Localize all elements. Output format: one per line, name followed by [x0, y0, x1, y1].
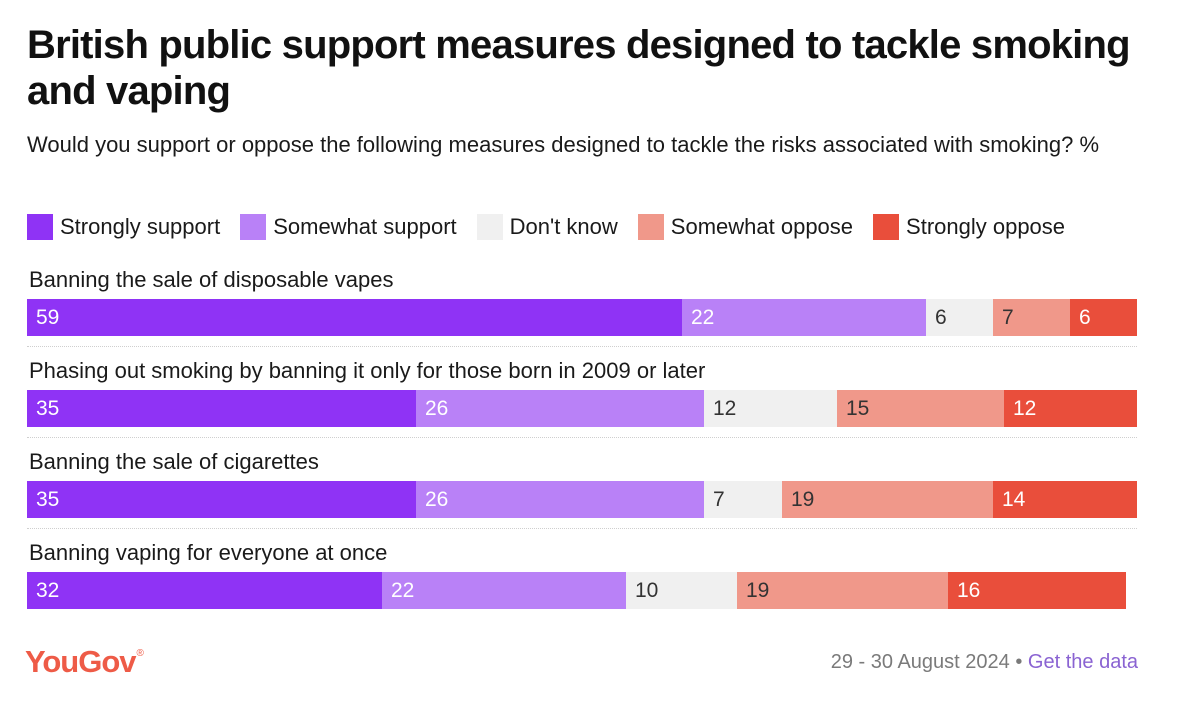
bar-segment-strongly-support: 35 [27, 481, 416, 518]
bar-segment-strongly-oppose: 6 [1070, 299, 1137, 336]
stacked-bar: 35 26 7 19 14 [27, 481, 1137, 518]
data-label: 22 [691, 306, 715, 329]
data-label: 15 [846, 397, 870, 420]
footer-separator: • [1015, 651, 1023, 673]
get-the-data-link[interactable]: Get the data [1027, 651, 1138, 673]
data-label: 35 [36, 397, 60, 420]
brand-name: YouGov [25, 644, 137, 679]
chart-footer: 29 - 30 August 2024 • Get the data [831, 651, 1138, 674]
bar-segment-somewhat-oppose: 7 [993, 299, 1070, 336]
chart-title: British public support measures designed… [27, 23, 1131, 113]
legend-label: Don't know [509, 214, 618, 239]
legend-label: Strongly support [60, 214, 221, 239]
bar-segment-don-t-know: 6 [926, 299, 993, 336]
row-divider [27, 346, 1137, 347]
data-label: 32 [36, 579, 60, 602]
category-label: Banning the sale of cigarettes [29, 449, 319, 474]
survey-date: 29 - 30 August 2024 [830, 651, 1010, 673]
bar-segment-somewhat-support: 26 [416, 390, 704, 427]
data-label: 12 [1013, 397, 1037, 420]
data-label: 16 [957, 579, 981, 602]
bar-segment-strongly-support: 59 [27, 299, 682, 336]
bar-segment-somewhat-support: 22 [682, 299, 926, 336]
stacked-bar: 59 22 6 7 6 [27, 299, 1137, 336]
legend-item-somewhat-support: Somewhat support [240, 214, 457, 240]
bar-segment-don-t-know: 7 [704, 481, 782, 518]
chart-subtitle: Would you support or oppose the followin… [27, 132, 1100, 157]
legend-item-strongly-oppose: Strongly oppose [873, 214, 1065, 240]
data-label: 7 [1002, 306, 1014, 329]
bar-row: Banning the sale of cigarettes 35 26 7 19 14 [27, 444, 1137, 535]
legend-item-strongly-support: Strongly support [27, 214, 220, 240]
legend-item-don-t-know: Don't know [476, 214, 618, 240]
bar-segment-somewhat-oppose: 19 [782, 481, 993, 518]
stacked-bar: 32 22 10 19 16 [27, 572, 1137, 609]
bar-segment-don-t-know: 12 [704, 390, 837, 427]
legend-swatch [873, 214, 900, 240]
category-label: Banning the sale of disposable vapes [29, 267, 394, 292]
chart-legend: Strongly support Somewhat support Don't kn… [27, 212, 1085, 242]
bar-segment-strongly-support: 32 [27, 572, 382, 609]
chart-plot-area: Banning the sale of disposable vapes 59 22… [27, 262, 1137, 626]
bar-segment-somewhat-oppose: 15 [837, 390, 1004, 427]
bar-row: Banning the sale of disposable vapes 59 22… [27, 262, 1137, 353]
bar-segment-somewhat-support: 22 [382, 572, 626, 609]
legend-label: Somewhat oppose [670, 214, 854, 239]
stacked-bar: 35 26 12 15 12 [27, 390, 1137, 427]
legend-label: Somewhat support [273, 214, 457, 239]
data-label: 14 [1002, 488, 1026, 511]
data-label: 7 [713, 488, 725, 511]
bar-segment-strongly-oppose: 16 [948, 572, 1126, 609]
bar-segment-don-t-know: 10 [626, 572, 737, 609]
legend-label: Strongly oppose [906, 214, 1066, 239]
bar-segment-strongly-oppose: 14 [993, 481, 1137, 518]
legend-item-somewhat-oppose: Somewhat oppose [637, 214, 854, 240]
data-label: 6 [935, 306, 947, 329]
bar-segment-strongly-oppose: 12 [1004, 390, 1137, 427]
legend-swatch [476, 214, 503, 240]
bar-row: Banning vaping for everyone at once 32 22 1… [27, 535, 1137, 626]
registered-mark: ® [136, 648, 144, 659]
row-divider [27, 528, 1137, 529]
bar-segment-strongly-support: 35 [27, 390, 416, 427]
bar-segment-somewhat-support: 26 [416, 481, 704, 518]
row-divider [27, 437, 1137, 438]
data-label: 26 [425, 488, 449, 511]
data-label: 22 [391, 579, 415, 602]
legend-swatch [637, 214, 664, 240]
data-label: 6 [1079, 306, 1091, 329]
data-label: 35 [36, 488, 60, 511]
bar-row: Phasing out smoking by banning it only f… [27, 353, 1137, 444]
yougov-logo: YouGov® [25, 644, 144, 680]
category-label: Banning vaping for everyone at once [29, 540, 388, 565]
legend-swatch [240, 214, 267, 240]
data-label: 19 [791, 488, 815, 511]
data-label: 19 [746, 579, 770, 602]
data-label: 26 [425, 397, 449, 420]
legend-swatch [27, 214, 53, 240]
bar-segment-somewhat-oppose: 19 [737, 572, 948, 609]
data-label: 10 [635, 579, 659, 602]
data-label: 12 [713, 397, 737, 420]
data-label: 59 [36, 306, 60, 329]
category-label: Phasing out smoking by banning it only f… [29, 358, 706, 383]
